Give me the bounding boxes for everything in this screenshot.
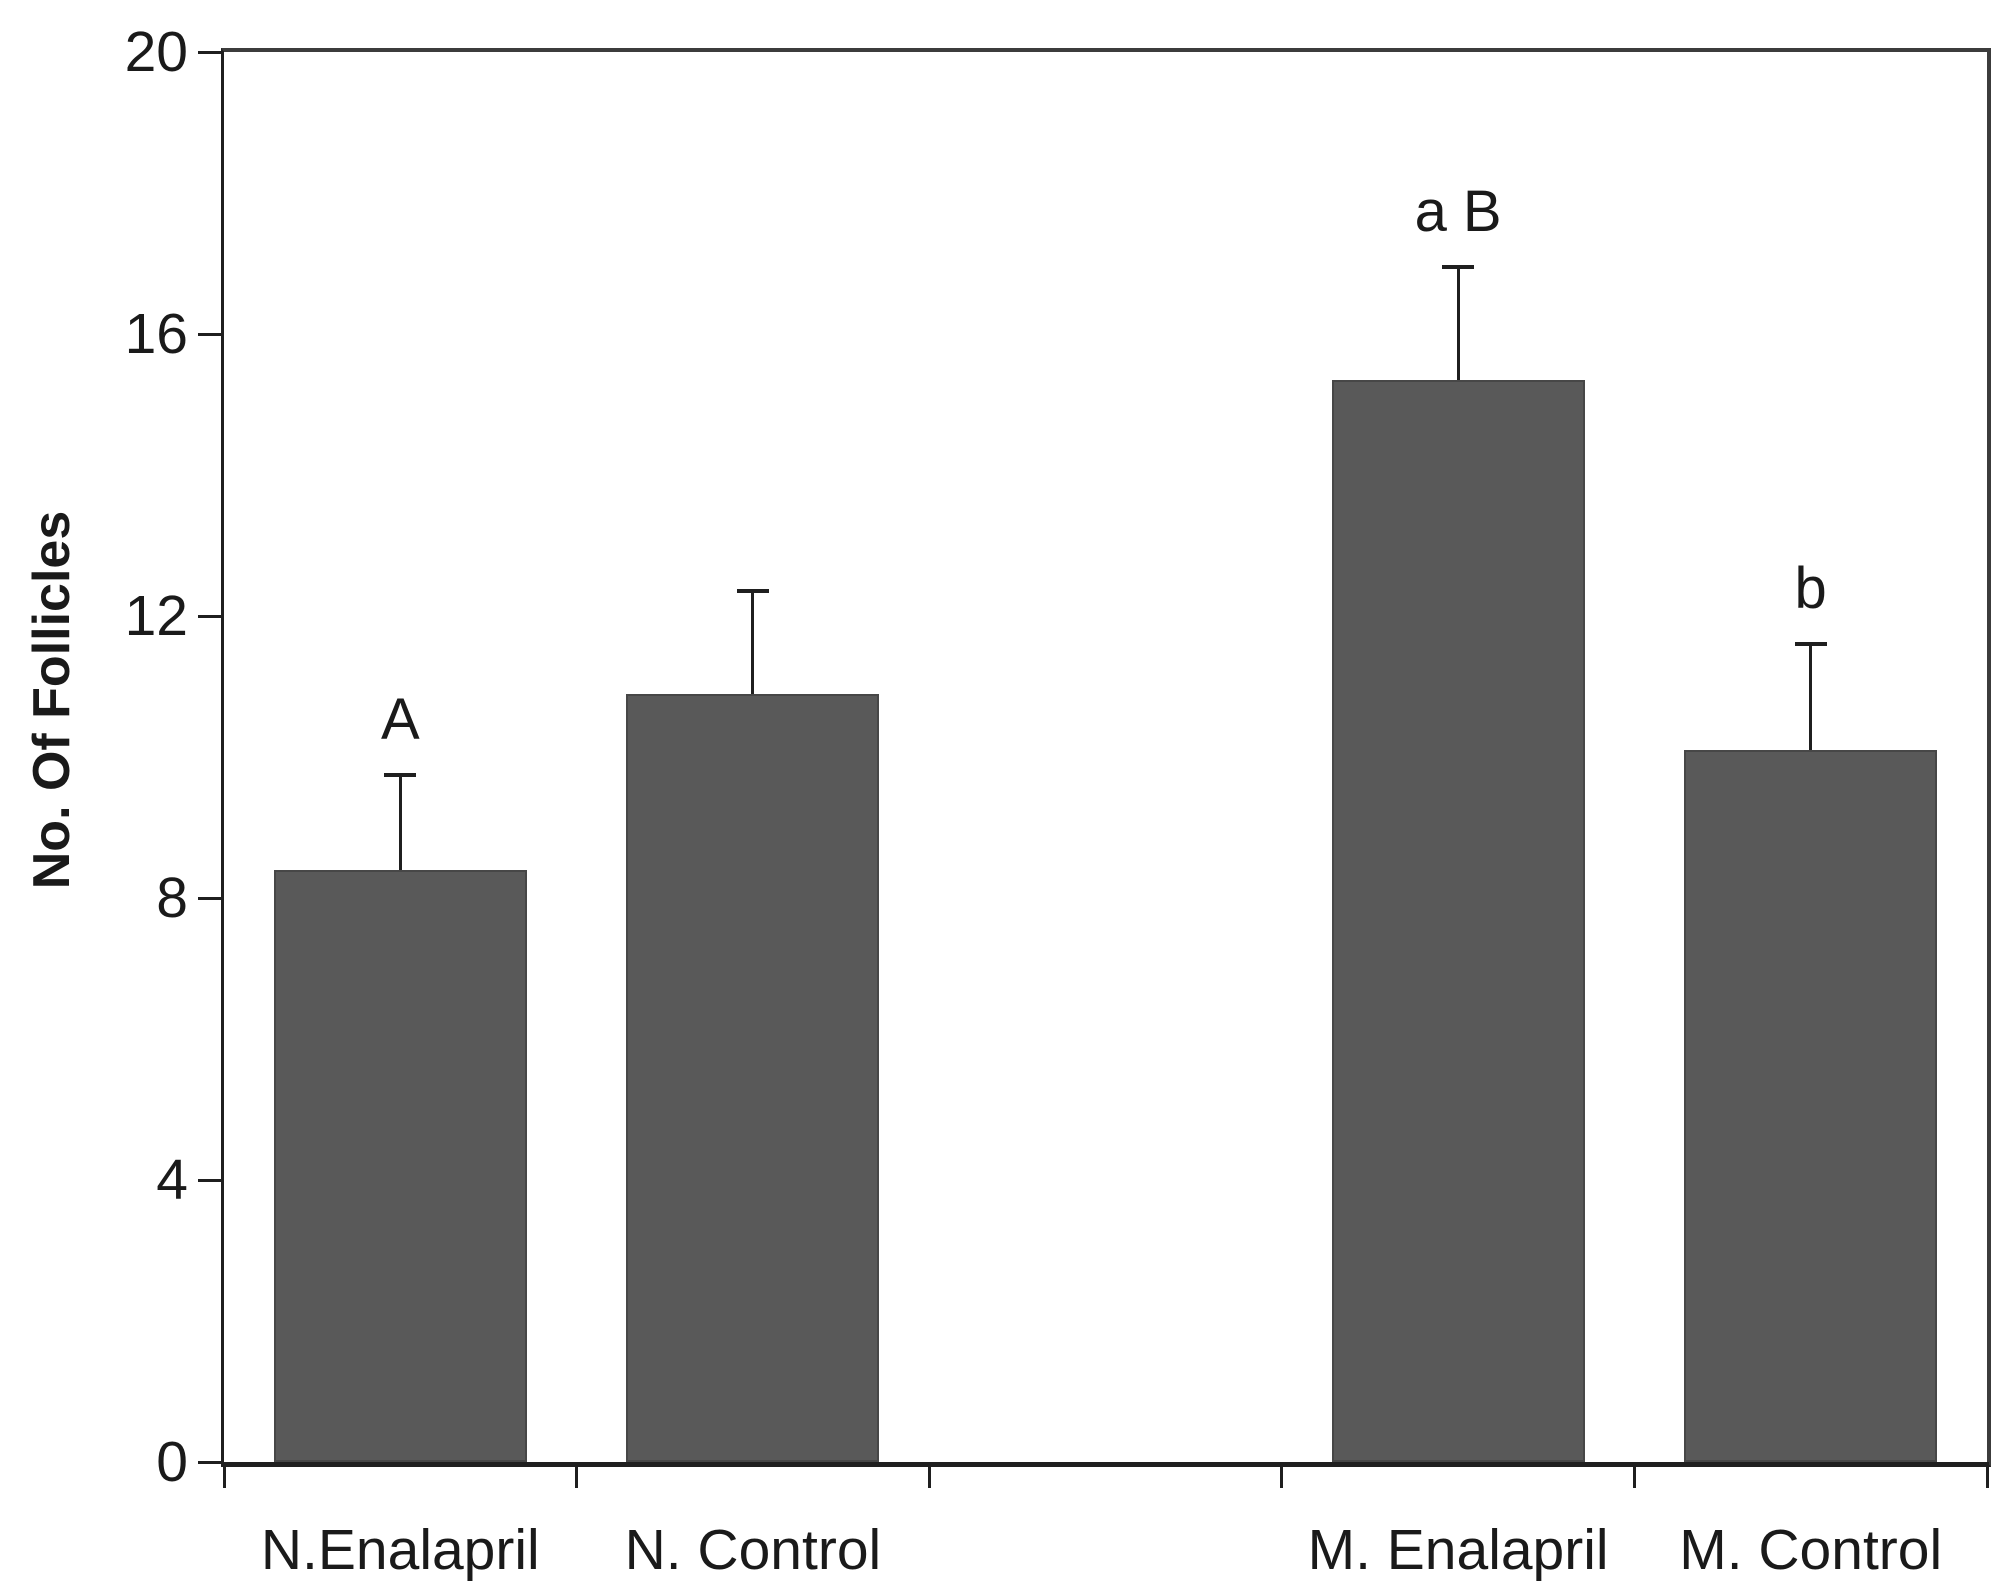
x-axis-label: M. Control xyxy=(1679,1518,1943,1582)
y-tick-label: 0 xyxy=(156,1430,188,1494)
bar-annotation: a B xyxy=(1414,179,1502,245)
bar-annotation: b xyxy=(1794,556,1827,622)
plot-area-frame xyxy=(221,48,1991,1467)
bar-annotation: A xyxy=(380,686,420,752)
x-axis-label: M. Enalapril xyxy=(1307,1518,1609,1582)
bar xyxy=(1684,749,1938,1462)
y-tick-label: 20 xyxy=(124,20,188,84)
x-tick xyxy=(222,1462,226,1488)
error-bar-cap xyxy=(1794,642,1827,647)
x-tick xyxy=(1632,1462,1636,1488)
y-tick xyxy=(198,614,224,618)
error-bar xyxy=(751,591,755,694)
x-tick xyxy=(927,1462,931,1488)
error-bar xyxy=(1456,267,1460,380)
error-bar xyxy=(398,774,402,870)
x-tick xyxy=(575,1462,579,1488)
y-tick xyxy=(198,896,224,900)
y-tick-label: 8 xyxy=(156,866,188,930)
error-bar-cap xyxy=(736,589,769,594)
x-axis-label: N. Control xyxy=(624,1518,882,1582)
y-tick xyxy=(198,332,224,336)
y-tick-label: 4 xyxy=(156,1148,188,1212)
error-bar-cap xyxy=(1442,265,1475,270)
x-axis-label: N.Enalapril xyxy=(260,1518,540,1582)
x-tick xyxy=(1280,1462,1284,1488)
x-tick xyxy=(1985,1462,1989,1488)
y-tick-label: 12 xyxy=(124,584,188,648)
y-tick xyxy=(198,1460,224,1464)
bar xyxy=(273,869,527,1462)
y-tick xyxy=(198,50,224,54)
y-tick xyxy=(198,1178,224,1182)
y-axis-title: No. Of Follicles xyxy=(23,510,81,890)
bar xyxy=(1331,379,1585,1462)
y-tick-label: 16 xyxy=(124,302,188,366)
error-bar-cap xyxy=(384,772,417,777)
bar xyxy=(626,693,880,1462)
error-bar xyxy=(1809,644,1813,750)
